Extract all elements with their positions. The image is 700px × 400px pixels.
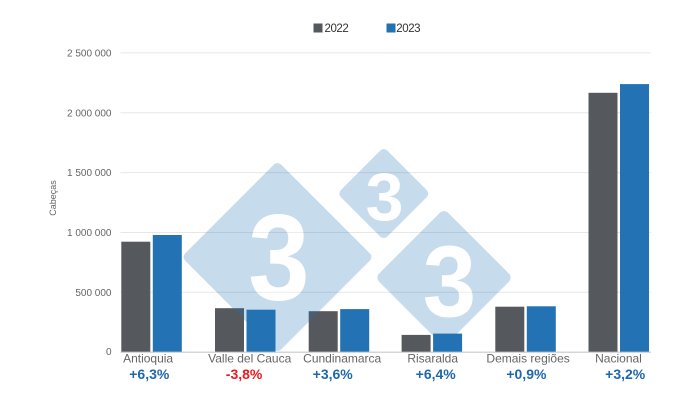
- svg-text:3: 3: [423, 225, 476, 338]
- svg-text:+6,4%: +6,4%: [416, 366, 457, 382]
- svg-text:1 000 000: 1 000 000: [67, 228, 112, 239]
- svg-text:1 500 000: 1 500 000: [67, 168, 112, 179]
- svg-text:Valle del Cauca: Valle del Cauca: [208, 352, 291, 366]
- svg-text:2 000 000: 2 000 000: [67, 108, 112, 119]
- svg-text:+3,6%: +3,6%: [313, 366, 354, 382]
- svg-text:Antioquia: Antioquia: [123, 352, 173, 366]
- svg-text:Cabeças: Cabeças: [48, 180, 58, 216]
- svg-text:Demais regiões: Demais regiões: [486, 352, 569, 366]
- svg-text:Cundinamarca: Cundinamarca: [303, 352, 381, 366]
- svg-text:500 000: 500 000: [75, 288, 112, 299]
- svg-text:2 500 000: 2 500 000: [67, 48, 112, 59]
- svg-text:2022: 2022: [325, 23, 349, 35]
- svg-text:+0,9%: +0,9%: [506, 366, 547, 382]
- svg-text:3: 3: [366, 159, 404, 235]
- svg-text:0: 0: [106, 347, 112, 358]
- svg-text:+3,2%: +3,2%: [605, 366, 646, 382]
- svg-text:+6,3%: +6,3%: [129, 366, 170, 382]
- svg-text:Nacional: Nacional: [595, 352, 642, 366]
- svg-text:Risaralda: Risaralda: [407, 352, 458, 366]
- svg-text:-3,8%: -3,8%: [226, 366, 263, 382]
- svg-text:2023: 2023: [396, 23, 420, 35]
- svg-text:3: 3: [248, 189, 309, 326]
